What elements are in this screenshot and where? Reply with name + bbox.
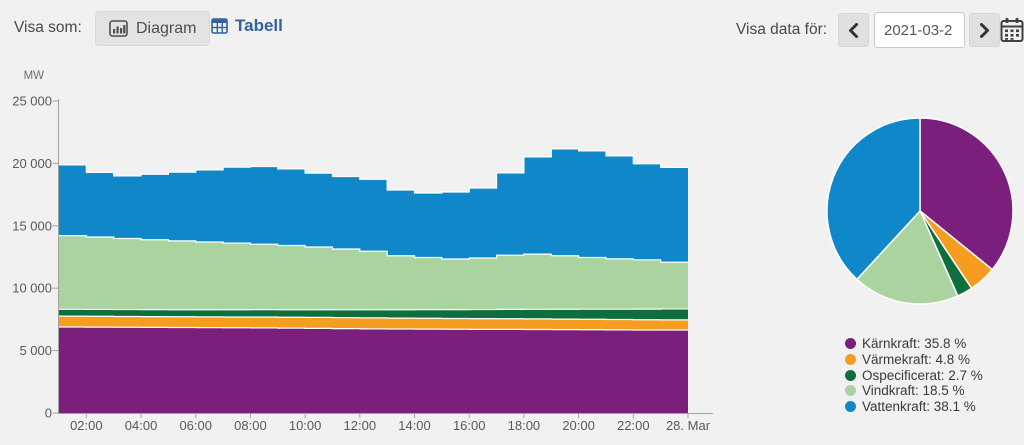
area-series-top-line — [59, 326, 688, 331]
area-series-0-kärnkraft[interactable] — [59, 327, 688, 413]
legend-label: Vattenkraft: 38.1 % — [862, 399, 976, 415]
y-tick-label: 5 000 — [19, 343, 52, 358]
x-tick-label: 12:00 — [344, 418, 377, 433]
x-tick-label: 02:00 — [70, 418, 103, 433]
area-series-top-line — [59, 315, 688, 321]
legend-dot — [845, 354, 856, 366]
production-charts-canvas[interactable]: 0 5 000 10 000 15 000 20 000 25 000 02:00 04:00… — [0, 58, 1024, 445]
y-tick-label: 15 000 — [12, 218, 52, 233]
area-series-top-line — [59, 148, 688, 194]
x-tick-label: 06:00 — [179, 418, 212, 433]
legend-item-vattenkraft: Vattenkraft: 38.1 % — [845, 399, 983, 415]
date-input[interactable] — [874, 12, 965, 48]
chevron-left-icon — [848, 22, 859, 38]
legend-label: Kärnkraft: 35.8 % — [862, 336, 967, 352]
x-tick-label: 16:00 — [453, 418, 486, 433]
y-tick-label: 25 000 — [12, 94, 52, 109]
area-series-2-ospecificerat[interactable] — [59, 308, 688, 320]
x-tick-label: 10:00 — [289, 418, 322, 433]
table-icon — [211, 18, 228, 34]
y-tick-label: 10 000 — [12, 281, 52, 296]
pie-slice-kärnkraft[interactable] — [919, 117, 1014, 271]
x-tick-label: 22:00 — [617, 418, 650, 433]
calendar-icon[interactable] — [1000, 16, 1024, 44]
pie-slice-vindkraft[interactable] — [856, 210, 959, 305]
y-tick-label: 20 000 — [12, 156, 52, 171]
x-tick-label: 20:00 — [562, 418, 595, 433]
diagram-button-label: Diagram — [136, 19, 197, 37]
area-series-1-värmekraft[interactable] — [59, 316, 688, 331]
visa-som-label: Visa som: — [14, 19, 82, 36]
legend-item-ospecificerat: Ospecificerat: 2.7 % — [845, 367, 983, 383]
x-tick-label: 04:00 — [125, 418, 158, 433]
pie-slice-vattenkraft[interactable] — [826, 117, 921, 281]
legend-item-kärnkraft: Kärnkraft: 35.8 % — [845, 336, 983, 352]
x-tick-label: 08:00 — [234, 418, 267, 433]
legend-item-värmekraft: Värmekraft: 4.8 % — [845, 352, 983, 368]
legend: Kärnkraft: 35.8 % Värmekraft: 4.8 % Ospeci… — [845, 336, 983, 414]
legend-dot — [845, 369, 856, 381]
tabell-button-label: Tabell — [235, 16, 283, 35]
legend-label: Vindkraft: 18.5 % — [862, 383, 965, 399]
area-series-top-line — [59, 235, 688, 263]
bar-chart-icon — [109, 20, 128, 37]
x-tick-label: 28. Mar — [666, 418, 711, 433]
x-tick-label: 14:00 — [398, 418, 431, 433]
legend-dot — [845, 338, 856, 350]
legend-label: Ospecificerat: 2.7 % — [862, 367, 983, 383]
area-series-top-line — [59, 308, 688, 311]
legend-item-vindkraft: Vindkraft: 18.5 % — [845, 383, 983, 399]
y-tick-label: 0 — [45, 406, 52, 421]
legend-dot — [845, 385, 856, 397]
tabell-button[interactable]: Tabell — [211, 16, 283, 36]
legend-label: Värmekraft: 4.8 % — [862, 352, 971, 368]
x-tick-label: 18:00 — [508, 418, 541, 433]
diagram-button[interactable]: Diagram — [95, 11, 211, 46]
visa-data-for-label: Visa data för: — [736, 21, 828, 38]
legend-dot — [845, 401, 856, 413]
chevron-right-icon — [979, 22, 990, 38]
y-axis-unit-label: MW — [24, 70, 45, 82]
next-date-button[interactable] — [969, 13, 1000, 47]
area-series-4-vattenkraft[interactable] — [59, 148, 688, 263]
previous-date-button[interactable] — [838, 13, 869, 47]
